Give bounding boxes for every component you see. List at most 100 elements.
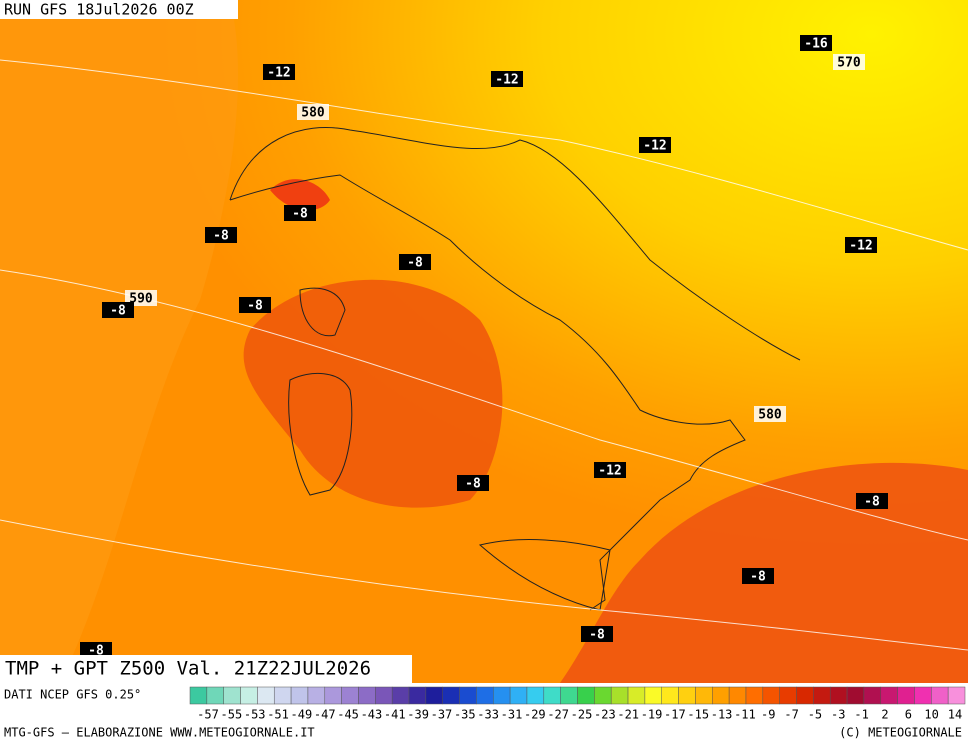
label-box bbox=[800, 35, 832, 51]
contour-label: -8 bbox=[407, 256, 423, 271]
contour-label: 580 bbox=[301, 106, 325, 121]
colorbar-label: 6 bbox=[905, 708, 912, 722]
colorbar-cell bbox=[914, 686, 932, 705]
colorbar-cell bbox=[947, 686, 966, 705]
colorbar-label: 10 bbox=[924, 708, 938, 722]
colorbar-cell bbox=[223, 686, 241, 705]
label-box bbox=[856, 493, 888, 509]
colorbar-label: -15 bbox=[687, 708, 709, 722]
label-box bbox=[80, 642, 112, 658]
label-box bbox=[263, 64, 295, 80]
colorbar-cell bbox=[678, 686, 696, 705]
colorbar-label: -57 bbox=[197, 708, 219, 722]
colorbar-label: -33 bbox=[477, 708, 499, 722]
colorbar-cell bbox=[459, 686, 477, 705]
warm-area bbox=[270, 179, 330, 211]
contour-label: -12 bbox=[267, 66, 290, 81]
colorbar-label: -45 bbox=[337, 708, 359, 722]
contour-label: -8 bbox=[88, 644, 104, 659]
contour-label: -8 bbox=[589, 628, 605, 643]
colorbar-cell bbox=[375, 686, 393, 705]
colorbar-cell bbox=[358, 686, 376, 705]
contour-label: -8 bbox=[750, 570, 766, 585]
contour-label: -8 bbox=[465, 477, 481, 492]
contour-label: -12 bbox=[495, 73, 518, 88]
colorbar-cell bbox=[762, 686, 780, 705]
label-box bbox=[833, 54, 865, 70]
colorbar-label: -3 bbox=[831, 708, 845, 722]
colorbar-label: -49 bbox=[291, 708, 313, 722]
colorbar-cell bbox=[206, 686, 224, 705]
colorbar-cell bbox=[931, 686, 949, 705]
label-box bbox=[457, 475, 489, 491]
colorbar-cell bbox=[695, 686, 713, 705]
colorbar-cell bbox=[796, 686, 814, 705]
contour-label: -8 bbox=[292, 207, 308, 222]
colorbar-cell bbox=[543, 686, 561, 705]
colorbar-label: -31 bbox=[501, 708, 523, 722]
contour-label: 590 bbox=[129, 292, 153, 307]
colorbar-label: -9 bbox=[761, 708, 775, 722]
contour-label: -8 bbox=[213, 229, 229, 244]
colorbar-label: -53 bbox=[244, 708, 266, 722]
contour-label: 570 bbox=[837, 56, 861, 71]
label-box bbox=[742, 568, 774, 584]
colorbar-cell bbox=[661, 686, 679, 705]
colorbar-cell bbox=[240, 686, 258, 705]
colorbar-cell bbox=[627, 686, 646, 705]
label-box bbox=[754, 406, 786, 422]
colorbar-label: -39 bbox=[407, 708, 429, 722]
colorbar-label: -29 bbox=[524, 708, 546, 722]
colorbar-label: -17 bbox=[664, 708, 686, 722]
source: DATI NCEP GFS 0.25° bbox=[4, 688, 141, 702]
colorbar-cell bbox=[425, 686, 443, 705]
colorbar-cell bbox=[273, 686, 292, 705]
colorbar-cell bbox=[610, 686, 629, 705]
colorbar-label: -27 bbox=[547, 708, 569, 722]
colorbar-cell bbox=[391, 686, 410, 705]
label-box bbox=[239, 297, 271, 313]
colorbar-label: -21 bbox=[617, 708, 639, 722]
colorbar-cell bbox=[813, 686, 831, 705]
label-box bbox=[102, 302, 134, 318]
credit: MTG-GFS — ELABORAZIONE WWW.METEOGIORNALE… bbox=[4, 726, 315, 740]
colorbar-cell bbox=[594, 686, 612, 705]
colorbar-label: -23 bbox=[594, 708, 616, 722]
colorbar-label: -41 bbox=[384, 708, 406, 722]
colorbar-cell bbox=[728, 686, 747, 705]
colorbar-cell bbox=[493, 686, 511, 705]
colorbar-label: -19 bbox=[641, 708, 663, 722]
colorbar-label: -25 bbox=[571, 708, 593, 722]
colorbar-label: -5 bbox=[808, 708, 822, 722]
label-box bbox=[491, 71, 523, 87]
colorbar-label: -37 bbox=[431, 708, 453, 722]
contour-label: -16 bbox=[804, 37, 828, 52]
label-box bbox=[205, 227, 237, 243]
label-box bbox=[845, 237, 877, 253]
colorbar-cell bbox=[307, 686, 326, 705]
colorbar-label: -11 bbox=[734, 708, 756, 722]
run-label: RUN GFS 18Jul2026 00Z bbox=[4, 1, 194, 19]
colorbar-cell bbox=[442, 686, 460, 705]
colorbar-cell bbox=[712, 686, 730, 705]
label-box bbox=[399, 254, 431, 270]
colorbar-label: -55 bbox=[221, 708, 243, 722]
warm-area bbox=[0, 0, 239, 683]
contour-label: -12 bbox=[643, 139, 666, 154]
colorbar-cell bbox=[290, 686, 309, 705]
colorbar-cell bbox=[880, 686, 898, 705]
label-box bbox=[284, 205, 316, 221]
colorbar-cell bbox=[408, 686, 427, 705]
coastlines bbox=[229, 127, 801, 611]
colorbar-cell bbox=[829, 686, 848, 705]
colorbar-label: 2 bbox=[881, 708, 888, 722]
colorbar-cell bbox=[509, 686, 528, 705]
colorbar-cell bbox=[189, 686, 208, 705]
colorbar-cell bbox=[863, 686, 882, 705]
contour-label: -8 bbox=[864, 495, 880, 510]
label-box bbox=[581, 626, 613, 642]
contour-label: -8 bbox=[247, 299, 263, 314]
label-box bbox=[594, 462, 626, 478]
colorbar-cell bbox=[341, 686, 359, 705]
